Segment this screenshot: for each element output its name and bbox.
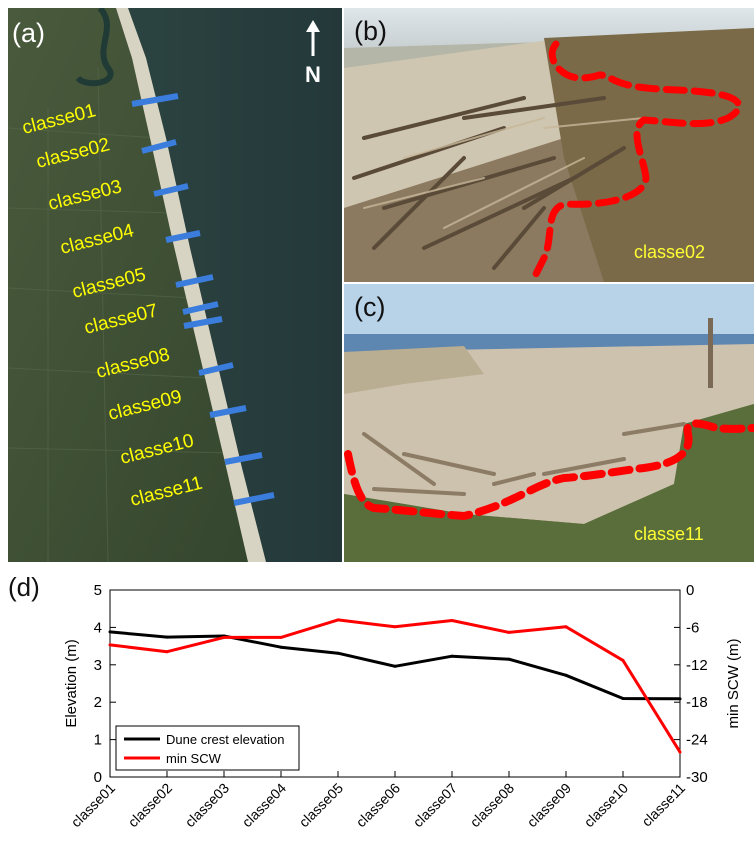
panel-c-label: (c) <box>354 292 386 322</box>
driftwood <box>362 422 686 496</box>
min-scw-point <box>678 750 682 754</box>
y2-tick-label: -12 <box>686 657 708 674</box>
photo-c-panel: (c) classe11 <box>344 284 754 562</box>
x-tick-label: classe04 <box>239 780 290 831</box>
min-scw-point <box>279 635 283 639</box>
y2-tick-label: -24 <box>686 732 708 749</box>
sand <box>344 344 754 524</box>
y-axis-label: Elevation (m) <box>63 639 80 727</box>
transect-line <box>141 139 177 154</box>
river <box>75 8 114 87</box>
x-tick-label: classe11 <box>638 780 688 830</box>
post <box>708 318 713 388</box>
deposit-outline <box>528 40 743 282</box>
y-tick-label: 4 <box>94 619 102 636</box>
legend: Dune crest elevation min SCW <box>115 725 300 771</box>
dune-crest-point <box>621 696 625 700</box>
sand <box>344 38 564 208</box>
photo-b-panel: (b) classe02 <box>344 8 754 282</box>
y2-tick-label: -18 <box>686 694 708 711</box>
y2-tick-label: 0 <box>686 582 694 599</box>
min-scw-point <box>393 625 397 629</box>
legend-label-dune-crest: Dune crest elevation <box>166 732 285 747</box>
x-tick-label: classe06 <box>353 780 404 831</box>
y-tick-label: 3 <box>94 657 102 674</box>
panel-b-label: (b) <box>354 16 387 46</box>
dune-crest-point <box>393 664 397 668</box>
transect-line <box>182 301 219 315</box>
sky <box>344 284 754 334</box>
vegetation <box>344 404 754 562</box>
dune-crest-point <box>336 651 340 655</box>
min-scw-point <box>108 643 112 647</box>
y-tick-label: 5 <box>94 582 102 599</box>
transect-line <box>131 93 179 107</box>
photo-c-caption: classe11 <box>634 524 704 544</box>
dune-crest-point <box>450 654 454 658</box>
dune-crest-point <box>507 657 511 661</box>
x-tick-label: classe01 <box>68 780 119 831</box>
field-lines <box>8 67 231 562</box>
dune-crest-point <box>564 673 568 677</box>
transect-line <box>209 405 247 418</box>
legend-label-min-scw: min SCW <box>166 751 222 766</box>
photo-b-caption: classe02 <box>634 242 706 262</box>
transect-line <box>183 316 223 329</box>
min-scw-point <box>564 625 568 629</box>
min-scw-point <box>336 618 340 622</box>
transect-line <box>198 362 234 376</box>
y2-axis-label: min SCW (m) <box>725 639 742 729</box>
y2-tick-label: -6 <box>686 619 699 636</box>
x-tick-label: classe02 <box>125 780 176 831</box>
min-scw-point <box>450 619 454 623</box>
deposit-outline <box>344 419 754 521</box>
elevation-scw-chart: (d) Elevation (m) min SCW (m) 0 1 2 3 4 5 0 -6 -… <box>8 572 742 831</box>
y-tick-label: 1 <box>94 732 102 749</box>
photo-c <box>344 284 754 562</box>
x-tick-label: classe07 <box>410 780 461 831</box>
x-tick-label: classe08 <box>467 780 518 831</box>
min-scw-point <box>222 635 226 639</box>
map-panel: classe01 classe02 classe03 classe04 classe05… <box>8 8 342 562</box>
north-arrow: N <box>305 20 321 87</box>
dune-crest-point <box>279 645 283 649</box>
x-tick-label: classe10 <box>581 780 632 831</box>
transect-line <box>175 274 214 288</box>
y2-tick-label: -30 <box>686 769 708 786</box>
panel-d-label: (d) <box>8 572 40 602</box>
x-tick-label: classe03 <box>182 780 233 831</box>
north-label: N <box>305 62 321 87</box>
x-tick-label: classe05 <box>296 780 347 831</box>
photo-b <box>344 8 754 282</box>
land <box>8 8 254 562</box>
dune-crest-point <box>165 635 169 639</box>
min-scw-point <box>621 658 625 662</box>
satellite-map: classe01classe02classe03classe04classe05… <box>8 8 342 562</box>
y-tick-label: 0 <box>94 769 102 786</box>
min-scw-point <box>165 650 169 654</box>
dune-crest-point <box>108 630 112 634</box>
dune-crest-point <box>678 697 682 701</box>
x-tick-label: classe09 <box>524 780 575 831</box>
transect-line <box>233 492 275 506</box>
panel-a-label: (a) <box>12 18 45 48</box>
min-scw-point <box>507 630 511 634</box>
y-tick-label: 2 <box>94 694 102 711</box>
transect-line <box>153 183 189 197</box>
transect-lines <box>131 93 275 506</box>
transect-line <box>165 230 201 243</box>
transect-line <box>224 452 263 465</box>
legend-box <box>115 725 300 771</box>
